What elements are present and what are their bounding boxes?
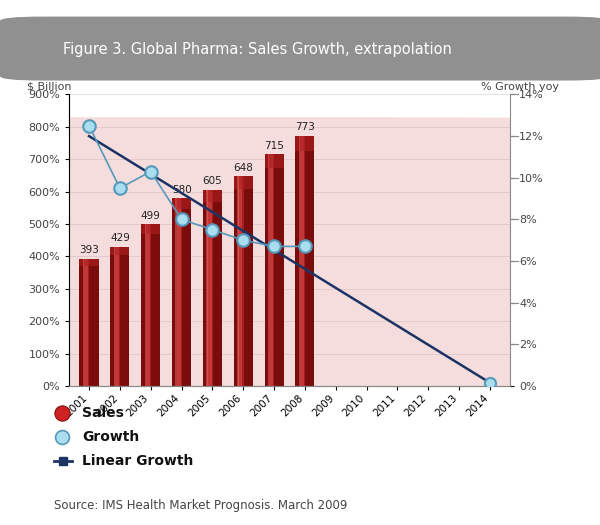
Text: 648: 648 — [233, 163, 253, 173]
Text: 393: 393 — [79, 245, 99, 255]
Bar — [295, 135, 314, 151]
Bar — [299, 135, 301, 386]
Bar — [233, 176, 253, 188]
Bar — [303, 135, 305, 386]
Bar — [241, 176, 244, 386]
Bar — [110, 247, 130, 255]
Bar — [265, 154, 284, 169]
Bar — [79, 259, 98, 266]
FancyBboxPatch shape — [0, 117, 600, 389]
Text: 605: 605 — [203, 176, 222, 186]
Text: 499: 499 — [141, 211, 161, 220]
Text: 773: 773 — [295, 122, 315, 132]
Bar — [84, 259, 88, 386]
Bar — [141, 224, 160, 234]
Bar — [265, 154, 284, 386]
Bar — [172, 198, 191, 209]
Text: Figure 3. Global Pharma: Sales Growth, extrapolation: Figure 3. Global Pharma: Sales Growth, e… — [63, 42, 452, 57]
Bar — [176, 198, 181, 386]
Bar — [149, 224, 151, 386]
Bar — [175, 198, 177, 386]
Bar — [114, 247, 115, 386]
Text: 580: 580 — [172, 185, 191, 195]
Text: Linear Growth: Linear Growth — [82, 455, 193, 468]
Bar — [208, 190, 212, 386]
Bar — [145, 224, 146, 386]
Bar — [210, 190, 213, 386]
Text: 429: 429 — [110, 234, 130, 244]
Bar — [268, 154, 269, 386]
Bar — [233, 176, 253, 386]
Text: Growth: Growth — [82, 430, 139, 444]
Bar — [79, 259, 98, 386]
Bar — [115, 247, 119, 386]
Bar — [172, 198, 191, 386]
Text: Sales: Sales — [82, 406, 124, 419]
Bar — [203, 190, 222, 202]
Bar — [146, 224, 150, 386]
Bar — [110, 247, 130, 386]
Text: Source: IMS Health Market Prognosis. March 2009: Source: IMS Health Market Prognosis. Mar… — [54, 499, 347, 512]
Bar — [295, 135, 314, 386]
Text: 715: 715 — [264, 141, 284, 151]
Bar — [87, 259, 89, 386]
Bar — [141, 224, 160, 386]
Bar — [238, 176, 242, 386]
Bar — [237, 176, 239, 386]
Bar — [300, 135, 304, 386]
Bar — [269, 154, 274, 386]
Bar — [83, 259, 85, 386]
Text: $ Billion: $ Billion — [27, 81, 71, 91]
Bar — [272, 154, 274, 386]
Bar — [118, 247, 120, 386]
Text: % Growth yoy: % Growth yoy — [481, 81, 559, 91]
FancyBboxPatch shape — [0, 17, 600, 80]
Bar — [179, 198, 182, 386]
Bar — [203, 190, 222, 386]
Bar — [206, 190, 208, 386]
